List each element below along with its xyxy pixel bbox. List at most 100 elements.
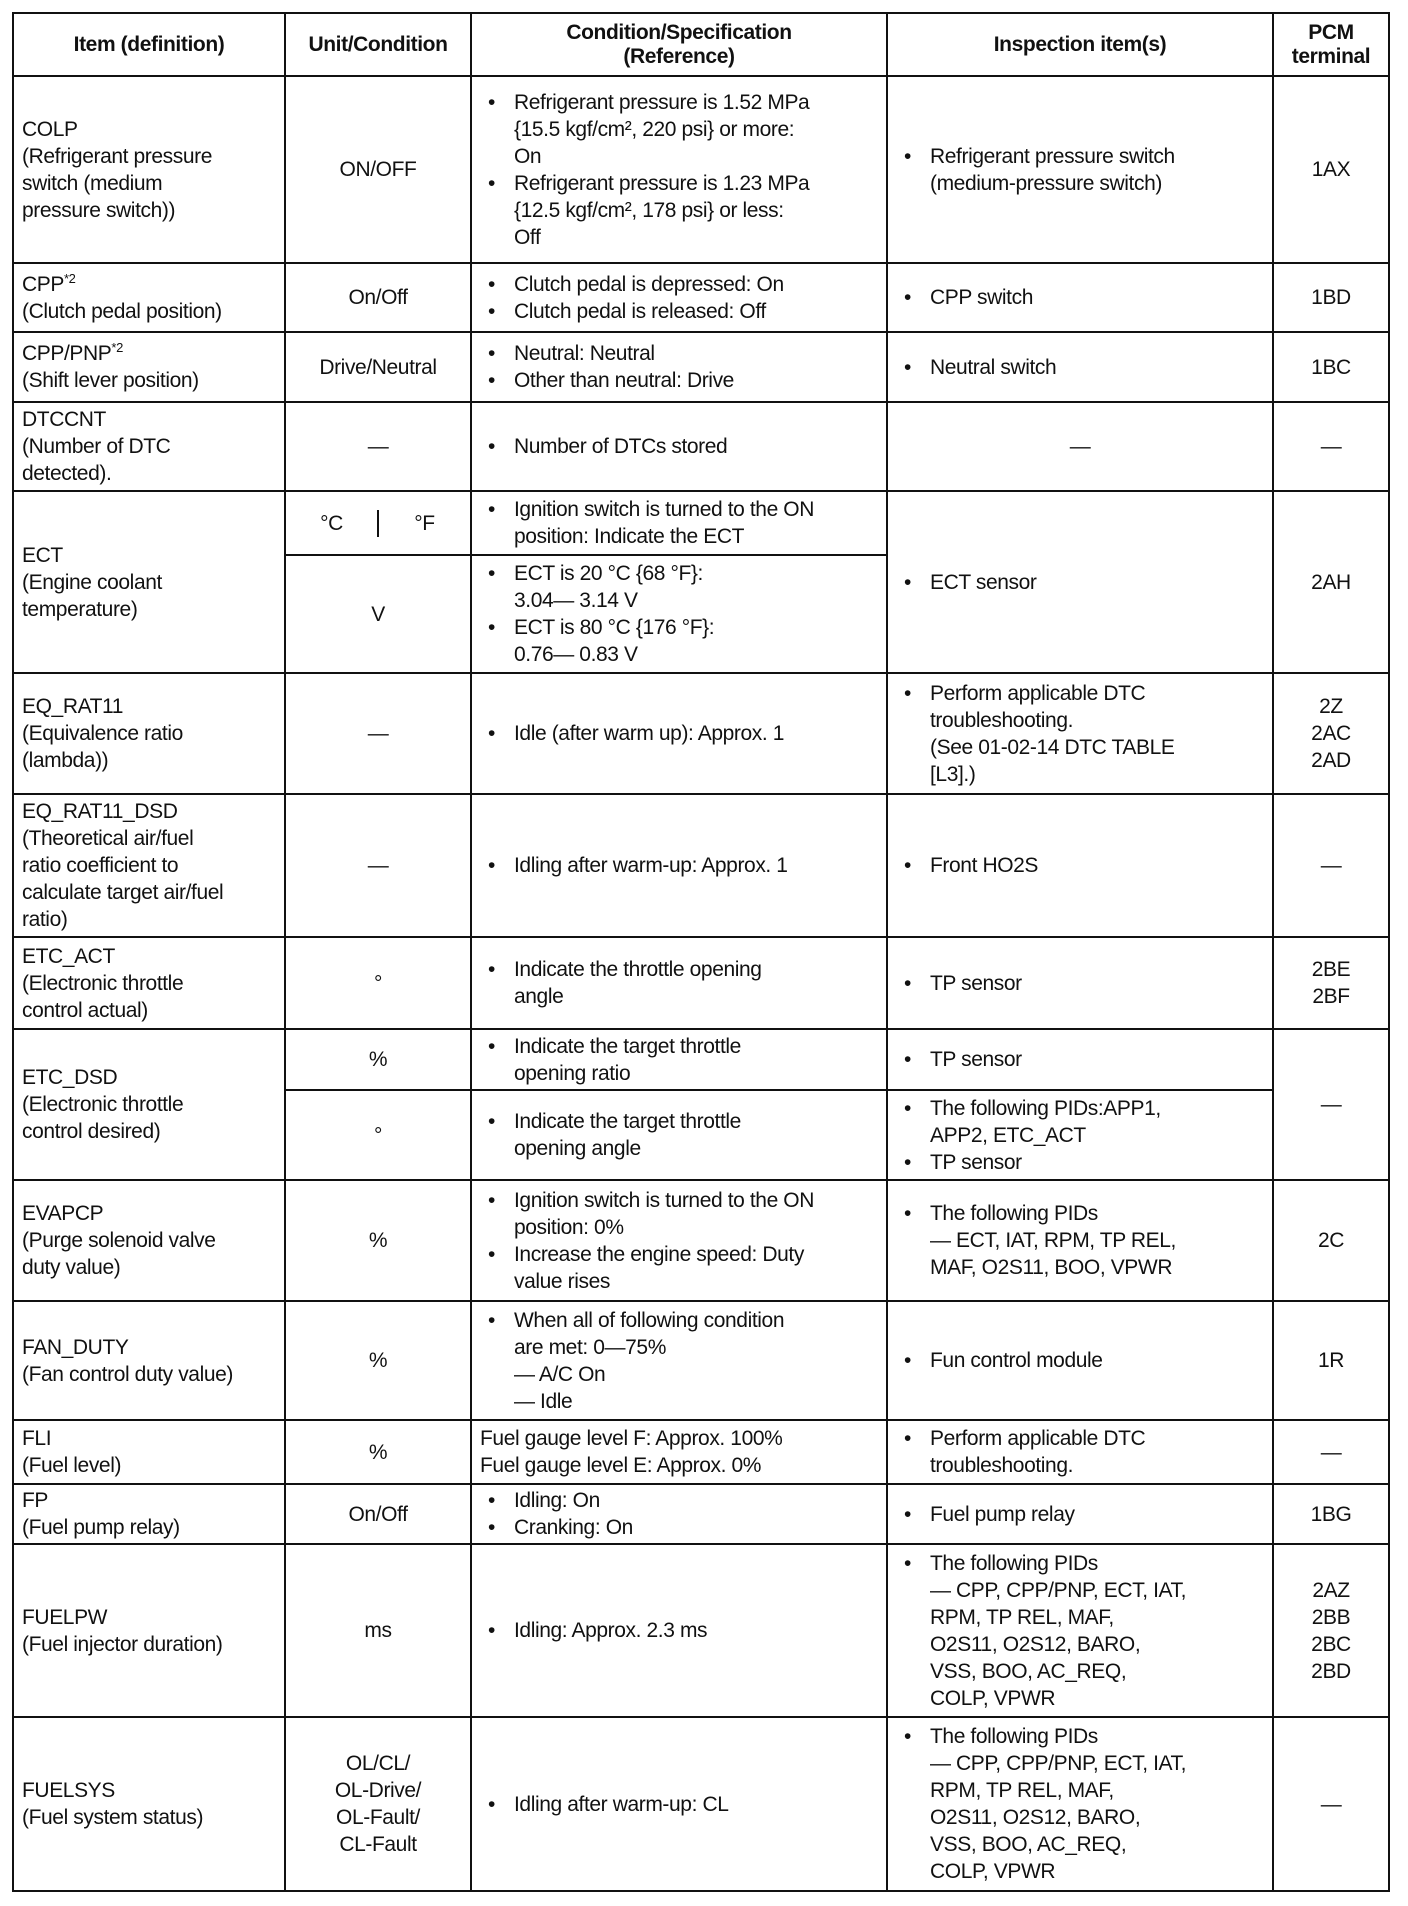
spec-cell: Neutral: NeutralOther than neutral: Driv… bbox=[470, 331, 888, 403]
unit-cell: ms bbox=[284, 1543, 472, 1718]
table-row: FUELPW (Fuel injector duration) ms Idling:… bbox=[12, 1543, 1390, 1718]
item-description: (Fan control duty value) bbox=[22, 1362, 234, 1386]
pcm-terminal: — bbox=[1320, 854, 1342, 877]
unit-cell: — bbox=[284, 793, 472, 938]
spec-cell: Idling after warm-up: CL bbox=[470, 1716, 888, 1892]
item-description: (Refrigerant pressure switch (medium pre… bbox=[22, 144, 213, 222]
item-cell: EQ_RAT11 (Equivalence ratio (lambda)) bbox=[12, 672, 286, 795]
item-description: (Fuel level) bbox=[22, 1454, 122, 1477]
header-pcm: PCM terminal bbox=[1272, 12, 1390, 77]
item-name: FAN_DUTY bbox=[22, 1335, 129, 1359]
item-cell: DTCCNT (Number of DTC detected). bbox=[12, 401, 286, 492]
spec-cell: Idling: OnCranking: On bbox=[470, 1483, 888, 1545]
item-cell: EQ_RAT11_DSD (Theoretical air/fuel ratio… bbox=[12, 793, 286, 938]
item-description: (Electronic throttle control desired) bbox=[22, 1093, 184, 1143]
unit-value: ° bbox=[374, 971, 382, 995]
bullet-item: ECT is 20 °C {68 °F}: 3.04— 3.14 V bbox=[480, 560, 878, 614]
header-item: Item (definition) bbox=[12, 12, 286, 77]
table-row: ETC_ACT (Electronic throttle control act… bbox=[12, 936, 1390, 1030]
inspection-cell: The following PIDs— CPP, CPP/PNP, ECT, I… bbox=[886, 1543, 1274, 1718]
inspection-cell: The following PIDs:APP1, APP2, ETC_ACTTP… bbox=[886, 1089, 1274, 1181]
unit-value: ms bbox=[364, 1619, 392, 1642]
bullet-item: Idling after warm-up: CL bbox=[480, 1791, 878, 1818]
table-row: FP (Fuel pump relay) On/Off Idling: OnCran… bbox=[12, 1483, 1390, 1545]
item-description: (Number of DTC detected). bbox=[22, 435, 171, 485]
bullet-item: Refrigerant pressure is 1.52 MPa {15.5 k… bbox=[480, 89, 878, 170]
bullet-item: Ignition switch is turned to the ON posi… bbox=[480, 1187, 878, 1241]
unit-value: — bbox=[367, 722, 389, 745]
bullet-item: Other than neutral: Drive bbox=[480, 367, 878, 394]
bullet-item: Idling: On bbox=[480, 1487, 878, 1514]
spec-cell: Indicate the throttle opening angle bbox=[470, 936, 888, 1030]
dash-list: — ECT, IAT, RPM, TP REL, MAF, O2S11, BOO… bbox=[930, 1229, 1176, 1279]
pcm-terminal-cell: 1BG bbox=[1272, 1483, 1390, 1545]
unit-split: °C °F bbox=[286, 509, 470, 537]
spec-cell: When all of following condition are met:… bbox=[470, 1300, 888, 1421]
bullet-item: Indicate the target throttle opening ang… bbox=[480, 1108, 878, 1162]
inspection-cell: Front HO2S bbox=[886, 793, 1274, 938]
inspection-cell: Perform applicable DTC troubleshooting. … bbox=[886, 672, 1274, 795]
unit-value: V bbox=[371, 602, 385, 626]
unit-cell: ° bbox=[284, 1089, 472, 1181]
bullet-item: Idling: Approx. 2.3 ms bbox=[480, 1617, 878, 1644]
pcm-terminal: 2AH bbox=[1311, 570, 1351, 594]
unit-cell: — bbox=[284, 672, 472, 795]
item-name: EQ_RAT11_DSD bbox=[22, 800, 178, 823]
bullet-item: CPP switch bbox=[896, 284, 1264, 311]
dash-list: — CPP, CPP/PNP, ECT, IAT, RPM, TP REL, M… bbox=[930, 1578, 1187, 1710]
pcm-terminal: 1BG bbox=[1310, 1502, 1352, 1526]
bullet-item: Fun control module bbox=[896, 1347, 1264, 1374]
item-description: (Purge solenoid valve duty value) bbox=[22, 1229, 216, 1279]
pcm-terminal: 2C bbox=[1317, 1229, 1345, 1252]
dash-list: — A/C On — Idle bbox=[514, 1362, 606, 1413]
unit-cell: °C °F bbox=[284, 490, 472, 556]
inspection-cell: The following PIDs— ECT, IAT, RPM, TP RE… bbox=[886, 1179, 1274, 1302]
pcm-terminal: 1BC bbox=[1311, 355, 1351, 379]
unit-value: % bbox=[368, 1048, 388, 1071]
pcm-terminal: 1AX bbox=[1311, 158, 1351, 181]
table-row: FUELSYS (Fuel system status) OL/CL/ OL-Dr… bbox=[12, 1716, 1390, 1892]
item-description: (Fuel injector duration) bbox=[22, 1632, 223, 1656]
unit-cell: On/Off bbox=[284, 262, 472, 333]
item-description: (Engine coolant temperature) bbox=[22, 570, 162, 621]
item-cell: ECT (Engine coolant temperature) bbox=[12, 490, 286, 674]
bullet-item: Ignition switch is turned to the ON posi… bbox=[480, 496, 878, 550]
bullet-item: Clutch pedal is released: Off bbox=[480, 298, 878, 325]
item-name: COLP bbox=[22, 117, 78, 141]
item-cell: FP (Fuel pump relay) bbox=[12, 1483, 286, 1545]
pcm-terminal: 2Z 2AC 2AD bbox=[1311, 695, 1351, 772]
table-row: CPP/PNP*2 (Shift lever position) Drive/Ne… bbox=[12, 331, 1390, 403]
pcm-terminal: — bbox=[1320, 1792, 1342, 1816]
spec-cell: Idling: Approx. 2.3 ms bbox=[470, 1543, 888, 1718]
item-name: FUELPW bbox=[22, 1605, 108, 1629]
table-row: EQ_RAT11 (Equivalence ratio (lambda)) — Id… bbox=[12, 672, 1390, 795]
unit-value: — bbox=[367, 435, 389, 458]
bullet-item: TP sensor bbox=[896, 970, 1264, 997]
inspection-cell: ECT sensor bbox=[886, 490, 1274, 674]
item-cell: ETC_ACT (Electronic throttle control act… bbox=[12, 936, 286, 1030]
spec-cell: Indicate the target throttle opening rat… bbox=[470, 1028, 888, 1091]
inspection-cell: CPP switch bbox=[886, 262, 1274, 333]
bullet-item: Refrigerant pressure is 1.23 MPa {12.5 k… bbox=[480, 170, 878, 251]
item-name: FP bbox=[22, 1489, 49, 1512]
header-row: Item (definition) Unit/Condition Conditi… bbox=[12, 12, 1390, 77]
unit-value: ON/OFF bbox=[339, 158, 417, 181]
inspection-cell: Fuel pump relay bbox=[886, 1483, 1274, 1545]
item-name: ETC_ACT bbox=[22, 944, 115, 968]
item-description: (Fuel pump relay) bbox=[22, 1516, 180, 1539]
header-inspection: Inspection item(s) bbox=[886, 12, 1274, 77]
pcm-terminal: 2AZ 2BB 2BC 2BD bbox=[1311, 1578, 1351, 1683]
spec-cell: Refrigerant pressure is 1.52 MPa {15.5 k… bbox=[470, 75, 888, 264]
unit-value: Drive/Neutral bbox=[319, 355, 437, 379]
bullet-item: Idling after warm-up: Approx. 1 bbox=[480, 852, 878, 879]
unit-value: OL/CL/ OL-Drive/ OL-Fault/ CL-Fault bbox=[334, 1752, 422, 1856]
item-cell: COLP (Refrigerant pressure switch (mediu… bbox=[12, 75, 286, 264]
unit-value: % bbox=[368, 1229, 388, 1252]
bullet-item: Indicate the throttle opening angle bbox=[480, 956, 878, 1010]
item-description: (Fuel system status) bbox=[22, 1806, 204, 1829]
pcm-terminal: 1R bbox=[1317, 1349, 1345, 1372]
bullet-item: Cranking: On bbox=[480, 1514, 878, 1541]
item-footnote: *2 bbox=[63, 270, 76, 286]
table-row: EVAPCP (Purge solenoid valve duty value)… bbox=[12, 1179, 1390, 1302]
table-row: ETC_DSD (Electronic throttle control des… bbox=[12, 1028, 1390, 1181]
